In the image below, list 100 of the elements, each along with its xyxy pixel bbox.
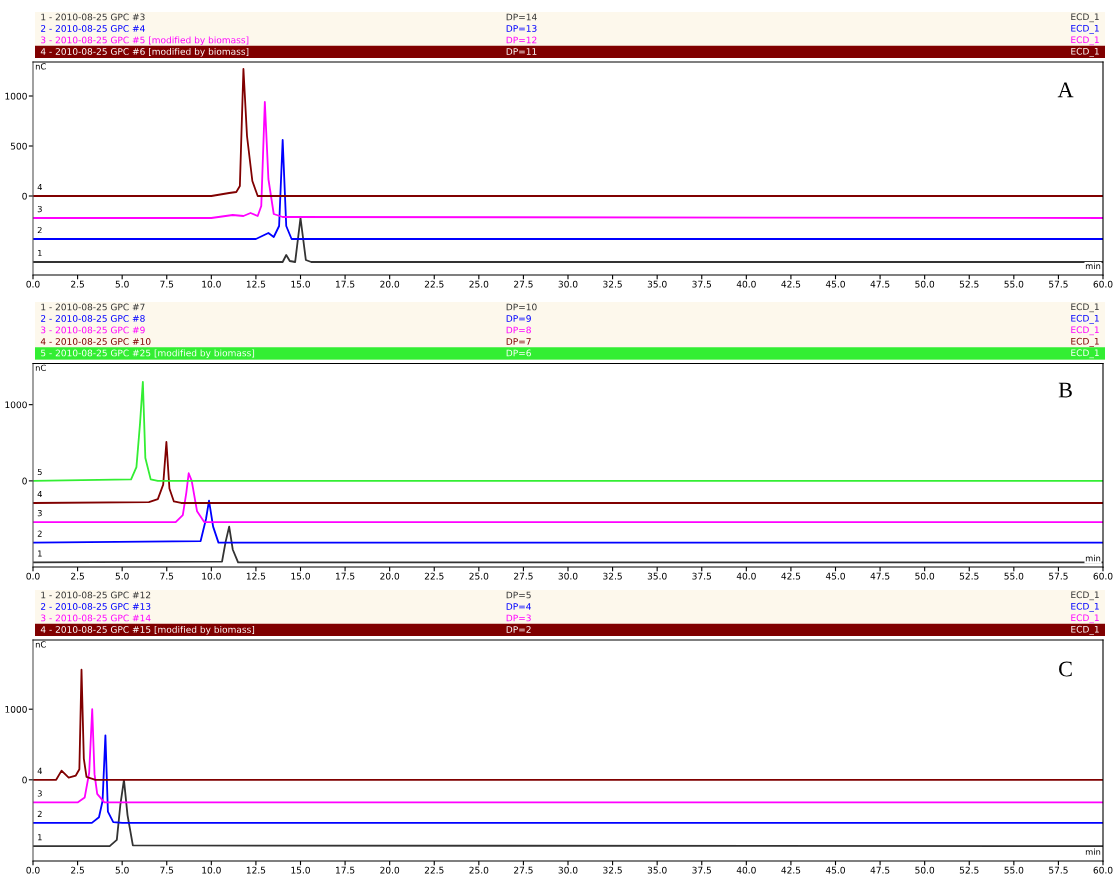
y-axis-title: nC bbox=[35, 364, 46, 371]
x-tick-label: 42.5 bbox=[781, 866, 801, 874]
x-tick-label: 37.5 bbox=[692, 572, 712, 580]
x-tick-label: 17.5 bbox=[336, 280, 355, 288]
x-tick-label: 2.5 bbox=[71, 572, 84, 580]
text: ECD_1 bbox=[1071, 625, 1099, 635]
x-tick-label: 45.0 bbox=[825, 866, 845, 874]
y-tick-label: 0 bbox=[22, 776, 27, 784]
text: ECD_1 bbox=[1071, 591, 1099, 601]
x-tick-label: 37.5 bbox=[692, 280, 712, 288]
text: ECD_1 bbox=[1071, 303, 1099, 313]
text: ECD_1 bbox=[1071, 24, 1099, 34]
text: ECD_1 bbox=[1071, 13, 1099, 23]
x-tick-label: 47.5 bbox=[870, 572, 890, 580]
annotation: 3 bbox=[37, 509, 42, 517]
y-axis-title: nC bbox=[35, 641, 46, 648]
text: 1 - 2010-08-25 GPC #12 bbox=[41, 591, 151, 599]
line-series bbox=[33, 734, 1103, 824]
x-tick-label: 32.5 bbox=[603, 866, 622, 874]
x-tick-label: 12.5 bbox=[246, 866, 266, 874]
annotation: 2 bbox=[37, 810, 42, 817]
annotation: 2 bbox=[37, 226, 42, 234]
x-tick-label: 27.5 bbox=[514, 866, 533, 874]
x-axis-title: min bbox=[1085, 262, 1101, 270]
x-tick-label: 27.5 bbox=[514, 572, 533, 580]
x-tick-label: 50.0 bbox=[915, 866, 935, 874]
text: 2 - 2010-08-25 GPC #13 bbox=[41, 603, 151, 610]
x-tick-label: 20.0 bbox=[380, 572, 400, 580]
annotation: 4 bbox=[37, 491, 42, 498]
text: DP=6 bbox=[506, 349, 531, 357]
x-tick-label: 5.0 bbox=[115, 572, 129, 580]
x-tick-label: 60.0 bbox=[1093, 572, 1113, 580]
x-tick-label: 57.5 bbox=[1049, 572, 1068, 580]
x-tick-label: 55.0 bbox=[1004, 280, 1024, 288]
text: DP=4 bbox=[506, 603, 531, 610]
text: DP=13 bbox=[506, 25, 537, 32]
text: ECD_1 bbox=[1071, 337, 1099, 347]
annotation: A bbox=[1057, 82, 1074, 98]
annotation: 4 bbox=[37, 767, 42, 774]
x-tick-label: 10.0 bbox=[202, 866, 221, 874]
text: 1 - 2010-08-25 GPC #3 bbox=[41, 13, 145, 21]
x-tick-label: 10.0 bbox=[202, 572, 221, 580]
x-tick-label: 22.5 bbox=[424, 866, 444, 874]
x-tick-label: 57.5 bbox=[1049, 866, 1068, 874]
text: DP=8 bbox=[506, 326, 531, 334]
x-tick-label: 60.0 bbox=[1093, 866, 1113, 874]
x-tick-label: 42.5 bbox=[781, 572, 801, 580]
x-axis-title: min bbox=[1085, 554, 1101, 562]
annotation: 3 bbox=[37, 205, 42, 213]
x-tick-label: 52.5 bbox=[959, 280, 979, 288]
annotation: 1 bbox=[38, 250, 42, 257]
line-series bbox=[33, 101, 1103, 219]
x-tick-label: 32.5 bbox=[603, 572, 622, 580]
x-tick-label: 60.0 bbox=[1093, 280, 1113, 288]
x-tick-label: 30.0 bbox=[558, 572, 578, 580]
x-tick-label: 55.0 bbox=[1004, 866, 1024, 874]
x-tick-label: 52.5 bbox=[959, 572, 979, 580]
x-tick-label: 42.5 bbox=[781, 280, 801, 288]
x-tick-label: 55.0 bbox=[1004, 572, 1024, 580]
x-axis-title: min bbox=[1085, 848, 1101, 855]
text: ECD_1 bbox=[1071, 602, 1099, 612]
text: 5 - 2010-08-25 GPC #25 [modified by biomass] bbox=[41, 349, 255, 359]
text: 4 - 2010-08-25 GPC #10 bbox=[40, 338, 151, 345]
y-tick-label: 1000 bbox=[5, 705, 27, 713]
text: 3 - 2010-08-25 GPC #14 bbox=[41, 614, 151, 622]
annotation: 1 bbox=[38, 834, 42, 841]
x-tick-label: 10.0 bbox=[202, 280, 221, 288]
x-tick-label: 40.0 bbox=[736, 280, 756, 288]
x-tick-label: 30.0 bbox=[558, 280, 578, 288]
x-tick-label: 35.0 bbox=[647, 866, 667, 874]
x-tick-label: 35.0 bbox=[647, 280, 667, 288]
x-tick-label: 40.0 bbox=[736, 572, 756, 580]
text: 1 - 2010-08-25 GPC #7 bbox=[41, 303, 145, 311]
line-series bbox=[33, 68, 1103, 197]
x-tick-label: 20.0 bbox=[380, 280, 400, 288]
text: 4 - 2010-08-25 GPC #15 [modified by biomass] bbox=[40, 625, 255, 635]
x-tick-label: 17.5 bbox=[336, 866, 355, 874]
x-tick-label: 20.0 bbox=[380, 866, 400, 874]
text: DP=9 bbox=[506, 315, 531, 322]
x-tick-label: 7.5 bbox=[160, 280, 174, 288]
series-label: 4 - 2010-08-25 GPC #6 [modified by biomass] bbox=[40, 47, 249, 57]
text: ECD_1 bbox=[1071, 614, 1099, 624]
annotation: 1 bbox=[38, 550, 42, 557]
x-tick-label: 0.0 bbox=[26, 866, 40, 874]
text: DP=12 bbox=[506, 36, 537, 44]
line-series bbox=[33, 217, 1103, 263]
x-tick-label: 30.0 bbox=[558, 866, 578, 874]
text: DP=14 bbox=[506, 13, 537, 21]
y-tick-label: 0 bbox=[22, 477, 27, 485]
x-tick-label: 40.0 bbox=[736, 866, 756, 874]
annotation: C bbox=[1059, 661, 1072, 677]
y-tick-label: 1000 bbox=[5, 92, 27, 100]
text: ECD_1 bbox=[1071, 326, 1099, 336]
x-tick-label: 47.5 bbox=[870, 866, 890, 874]
x-tick-label: 25.0 bbox=[469, 866, 489, 874]
annotation: 5 bbox=[37, 468, 42, 476]
x-tick-label: 2.5 bbox=[71, 866, 84, 874]
x-tick-label: 47.5 bbox=[870, 280, 890, 288]
x-tick-label: 22.5 bbox=[424, 572, 444, 580]
text: DP=3 bbox=[506, 614, 531, 622]
